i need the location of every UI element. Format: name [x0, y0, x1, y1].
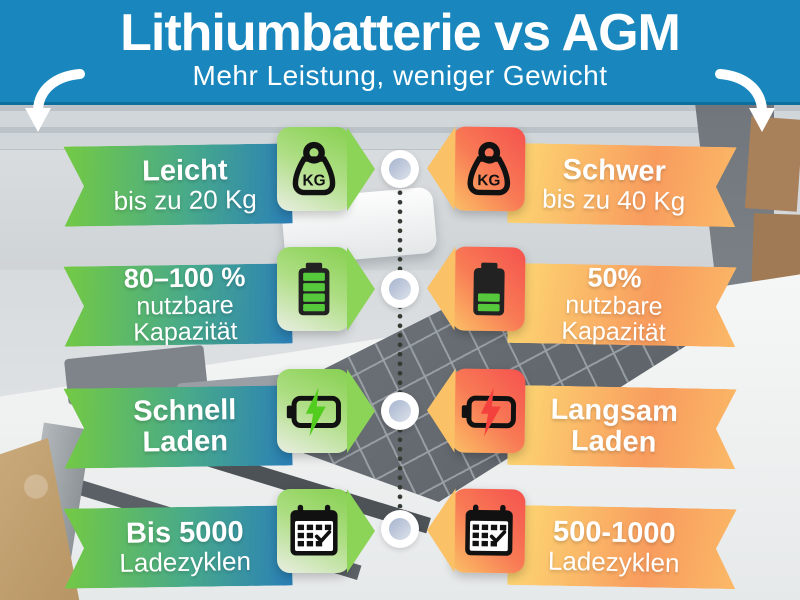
timeline-node — [381, 510, 419, 548]
banner-line: Schnell — [132, 394, 237, 428]
banner-line: Schwer — [562, 153, 667, 188]
banner-line: bis zu 20 Kg — [113, 183, 257, 216]
banner-line: 500-1000 — [552, 515, 676, 550]
agm-cycles-tile — [426, 488, 526, 574]
agm-charging-banner: Langsam Laden — [507, 385, 736, 469]
agm-capacity-banner: 50% nutzbare Kapazität — [507, 263, 736, 347]
header-banner: Lithiumbatterie vs AGM Mehr Leistung, we… — [0, 0, 800, 105]
lithium-charging-tile — [277, 369, 375, 453]
comparison-row-charging: Schnell Laden Langsam — [0, 368, 800, 459]
kg-weight-icon: KG — [467, 141, 510, 196]
timeline-node-inner — [389, 400, 411, 422]
lithium-weight-banner: Leicht bis zu 20 Kg — [63, 143, 292, 226]
comparison-row-weight: Leicht bis zu 20 Kg KG KG Schw — [0, 126, 800, 217]
lithium-weight-tile: KG — [277, 127, 375, 211]
banner-line: Kapazität — [561, 317, 666, 348]
banner-line: 80–100 % — [123, 262, 246, 294]
agm-capacity-tile — [426, 246, 526, 332]
banner-line: nutzbare — [565, 290, 663, 321]
banner-line: Ladezyklen — [547, 545, 680, 578]
curved-arrow-down-left-icon — [25, 69, 85, 132]
curved-arrow-down-right-icon — [715, 69, 775, 132]
comparison-row-cycles: Bis 5000 Ladezyklen — [0, 488, 800, 579]
lithium-cycles-banner: Bis 5000 Ladezyklen — [63, 505, 292, 588]
timeline-node — [381, 392, 419, 430]
banner-line: 50% — [587, 262, 642, 294]
banner-line: bis zu 40 Kg — [541, 183, 686, 216]
timeline-node — [381, 150, 419, 188]
battery-full-icon — [298, 262, 329, 316]
lithium-charging-banner: Schnell Laden — [63, 385, 292, 468]
banner-line: Langsam — [550, 393, 679, 429]
banner-line: Kapazität — [133, 317, 238, 347]
banner-line: Bis 5000 — [125, 515, 244, 550]
agm-charging-tile — [426, 368, 526, 454]
timeline-node — [381, 270, 419, 308]
svg-text:KG: KG — [302, 172, 325, 189]
calendar-icon — [464, 504, 513, 556]
page-title: Lithiumbatterie vs AGM — [120, 4, 681, 62]
lithium-capacity-banner: 80–100 % nutzbare Kapazität — [63, 263, 292, 346]
center-dotted-line — [396, 188, 404, 508]
comparison-row-capacity: 80–100 % nutzbare Kapazität — [0, 246, 800, 337]
timeline-node-inner — [389, 518, 411, 540]
calendar-icon — [289, 504, 338, 556]
banner-line: Ladezyklen — [119, 545, 252, 578]
battery-charging-slow-icon — [461, 387, 516, 437]
lithium-capacity-tile — [277, 247, 375, 331]
battery-charging-fast-icon — [286, 387, 341, 437]
timeline-node-inner — [389, 158, 411, 180]
banner-line: Laden — [142, 425, 229, 459]
banner-line: nutzbare — [136, 291, 234, 321]
lithium-cycles-tile — [277, 489, 375, 573]
page-subtitle: Mehr Leistung, weniger Gewicht — [192, 59, 608, 91]
banner-line: Laden — [570, 425, 657, 459]
kg-weight-icon: KG — [292, 141, 335, 196]
svg-text:KG: KG — [477, 172, 500, 189]
agm-cycles-banner: 500-1000 Ladezyklen — [507, 505, 736, 589]
timeline-node-inner — [389, 278, 411, 300]
banner-line: Leicht — [141, 154, 228, 188]
battery-half-icon — [472, 262, 505, 316]
agm-weight-banner: Schwer bis zu 40 Kg — [507, 143, 736, 227]
agm-weight-tile: KG — [426, 126, 526, 212]
